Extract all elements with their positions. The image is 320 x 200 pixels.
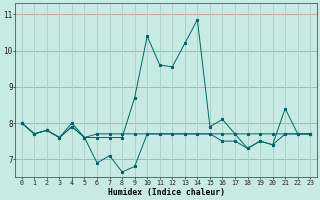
X-axis label: Humidex (Indice chaleur): Humidex (Indice chaleur) (108, 188, 225, 197)
